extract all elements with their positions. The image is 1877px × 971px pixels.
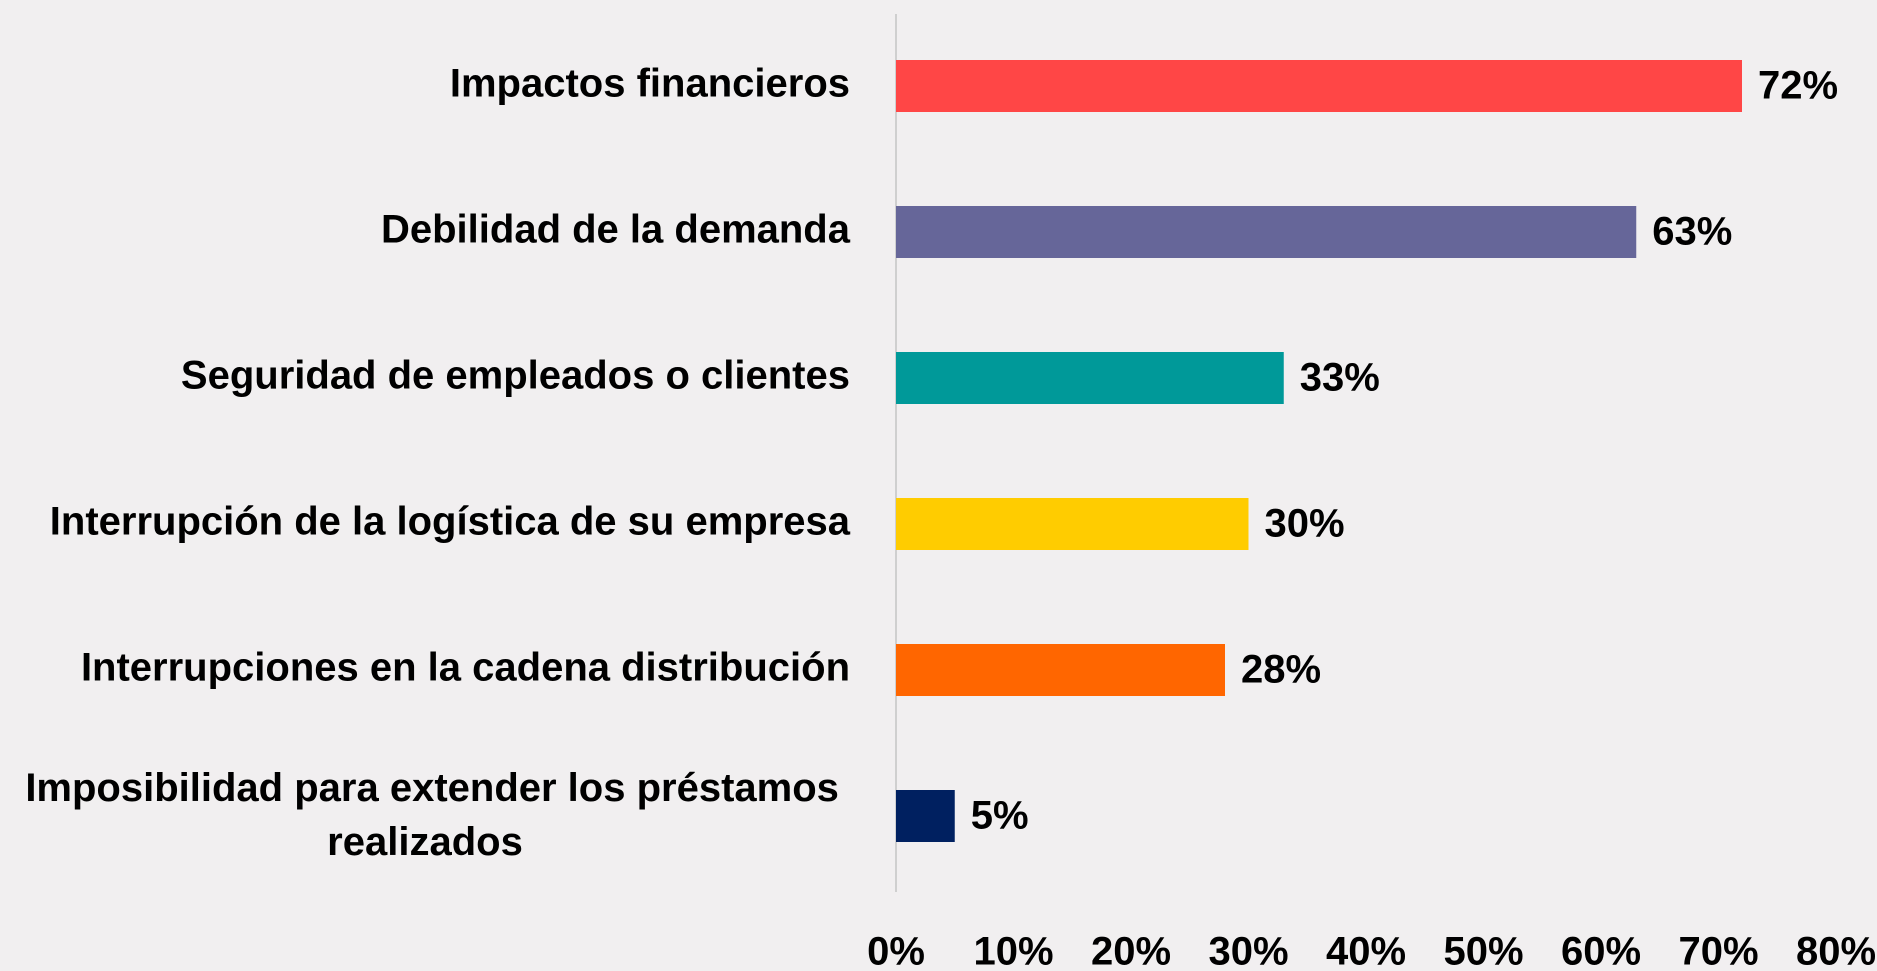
x-tick-label: 20% [1091,930,1171,971]
x-tick-label: 50% [1443,930,1523,971]
category-label: Imposibilidad para extender los préstamo… [25,766,850,864]
bar [896,352,1284,404]
data-label: 30% [1265,502,1345,546]
bar [896,790,955,842]
data-label: 33% [1300,356,1380,400]
x-tick-label: 40% [1326,930,1406,971]
bar [896,644,1225,696]
category-label: Interrupción de la logística de su empre… [50,500,851,544]
bar [896,498,1249,550]
category-label: Impactos financieros [450,62,850,106]
category-label: Interrupciones en la cadena distribución [81,646,850,690]
x-tick-label: 0% [867,930,925,971]
data-label: 5% [971,794,1029,838]
data-label: 72% [1758,64,1838,108]
data-label: 28% [1241,648,1321,692]
category-label: Debilidad de la demanda [381,208,851,252]
x-tick-label: 60% [1561,930,1641,971]
x-tick-label: 80% [1796,930,1876,971]
x-tick-label: 70% [1678,930,1758,971]
x-tick-label: 10% [973,930,1053,971]
bar [896,206,1637,258]
data-label: 63% [1652,210,1732,254]
x-tick-label: 30% [1208,930,1288,971]
bar [896,60,1742,112]
category-label: Seguridad de empleados o clientes [181,354,850,398]
